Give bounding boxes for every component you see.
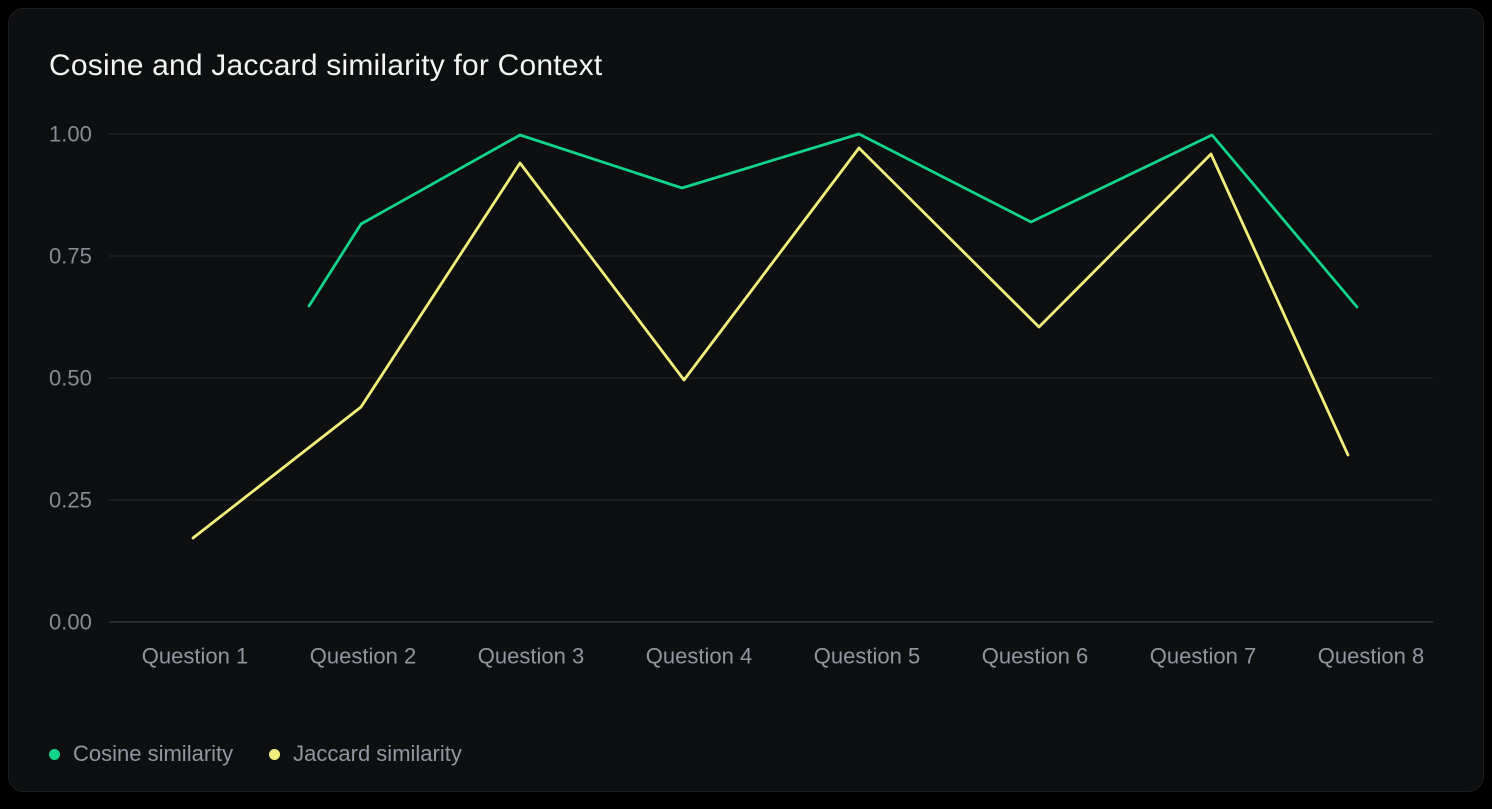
- y-tick-label: 1.00: [49, 122, 92, 147]
- x-tick-label: Question 5: [814, 644, 920, 669]
- series-line-jaccard-similarity[interactable]: [191, 146, 1350, 540]
- series-line-cosine-similarity[interactable]: [307, 132, 1359, 309]
- legend-dot-cosine-icon: [49, 748, 60, 760]
- y-tick-label: 0.75: [49, 244, 92, 269]
- x-tick-label: Question 6: [982, 644, 1088, 669]
- x-tick-label: Question 8: [1318, 644, 1424, 669]
- legend-dot-jaccard-icon: [269, 748, 281, 760]
- legend-label-jaccard: Jaccard similarity: [293, 741, 462, 766]
- y-tick-label: 0.00: [49, 610, 92, 635]
- x-tick-label: Question 3: [478, 644, 584, 669]
- y-tick-label: 0.25: [49, 488, 92, 513]
- legend-item-cosine-similarity[interactable]: Cosine similarity: [49, 737, 233, 771]
- x-tick-label: Question 1: [142, 644, 248, 669]
- x-tick-label: Question 4: [646, 644, 752, 669]
- chart-card: Cosine and Jaccard similarity for Contex…: [8, 8, 1484, 792]
- y-tick-label: 0.50: [49, 366, 92, 391]
- legend-label-cosine: Cosine similarity: [73, 741, 234, 766]
- chart-legend: Cosine similarity Jaccard similarity: [49, 737, 462, 771]
- chart-plot-svg: 1.00 0.75 0.50 0.25 0.00 Question 1 Question 2…: [49, 122, 1433, 669]
- chart-title: Cosine and Jaccard similarity for Contex…: [49, 49, 603, 82]
- x-tick-label: Question 2: [310, 644, 416, 669]
- x-tick-label: Question 7: [1150, 644, 1256, 669]
- legend-item-jaccard-similarity[interactable]: Jaccard similarity: [269, 737, 462, 771]
